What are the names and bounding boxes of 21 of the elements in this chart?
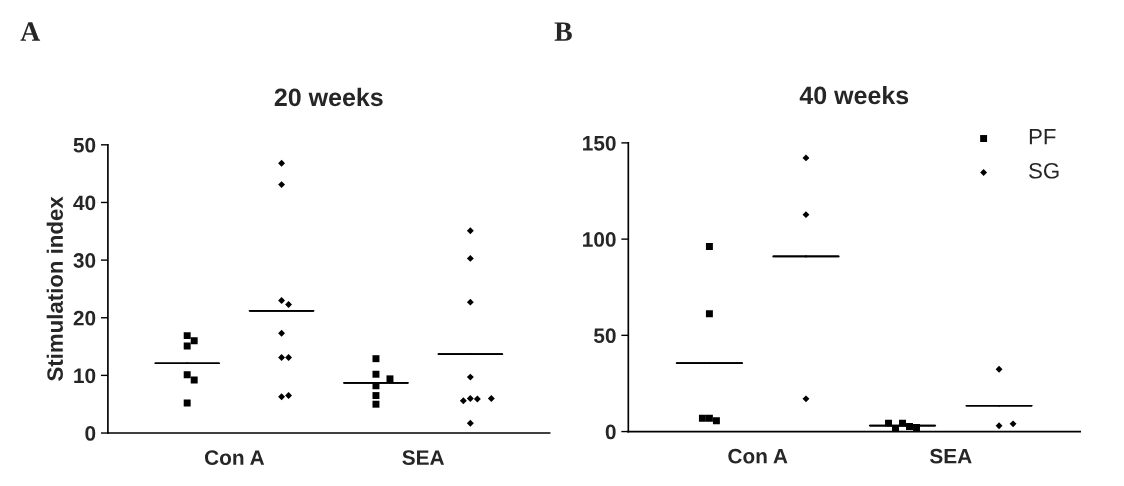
y-tick-label: 0 xyxy=(605,424,616,440)
chart-title: 40 weeks xyxy=(799,85,909,105)
y-tick-label: 50 xyxy=(593,328,616,344)
chart-title: 20 weeks xyxy=(274,87,383,107)
x-tick-label: Con A xyxy=(728,448,788,464)
y-axis-title: Stimulation index xyxy=(46,196,63,381)
y-tick-label: 0 xyxy=(85,426,96,441)
x-tick-label: SEA xyxy=(929,448,972,464)
y-tick-label: 10 xyxy=(74,368,96,384)
y-tick-label: 20 xyxy=(73,310,96,326)
y-tick-label: 40 xyxy=(73,195,96,211)
legend-label: SG xyxy=(1029,162,1059,179)
legend-label: PF xyxy=(1029,129,1056,145)
y-tick-label: 30 xyxy=(73,253,96,268)
text: B xyxy=(554,22,572,41)
text: A xyxy=(20,22,41,41)
y-tick-label: 100 xyxy=(583,232,616,247)
y-tick-label: 150 xyxy=(583,135,616,151)
x-tick-label: Con A xyxy=(204,450,265,465)
y-tick-label: 50 xyxy=(73,137,96,153)
x-tick-label: SEA xyxy=(402,450,445,465)
